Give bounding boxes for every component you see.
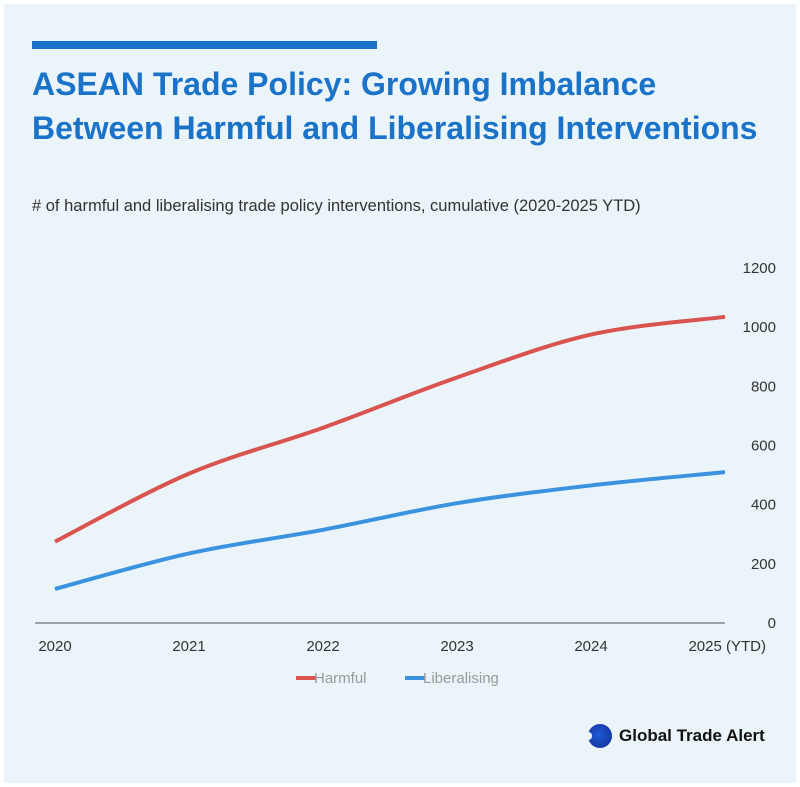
y-tick-label: 800 — [751, 378, 776, 395]
legend-liberalising-label: Liberalising — [423, 670, 499, 687]
harmful-series-line — [54, 314, 726, 544]
x-tick-label: 2022 — [306, 638, 339, 655]
x-tick-label: 2025 (YTD) — [688, 638, 766, 655]
y-tick-label: 600 — [751, 438, 776, 455]
x-tick-label: 2024 — [574, 638, 607, 655]
y-tick-label: 400 — [751, 497, 776, 514]
liberalising-series-line — [54, 470, 726, 591]
y-tick-label: 1000 — [743, 319, 776, 336]
x-tick-label: 2021 — [172, 638, 205, 655]
chart-title: ASEAN Trade Policy: Growing Imbalance Be… — [32, 66, 758, 146]
x-tick-label: 2020 — [38, 638, 71, 655]
x-tick-label: 2023 — [440, 638, 473, 655]
y-tick-label: 0 — [768, 615, 776, 632]
y-tick-label: 200 — [751, 556, 776, 573]
accent-bar — [32, 41, 377, 49]
chart-card: ASEAN Trade Policy: Growing Imbalance Be… — [4, 4, 796, 783]
globe-logo-icon — [585, 724, 612, 748]
brand: Global Trade Alert — [585, 722, 765, 750]
y-tick-label: 1200 — [743, 260, 776, 277]
legend-harmful-label: Harmful — [314, 670, 367, 687]
chart-subtitle: # of harmful and liberalising trade poli… — [32, 197, 641, 215]
brand-name: Global Trade Alert — [619, 726, 765, 745]
